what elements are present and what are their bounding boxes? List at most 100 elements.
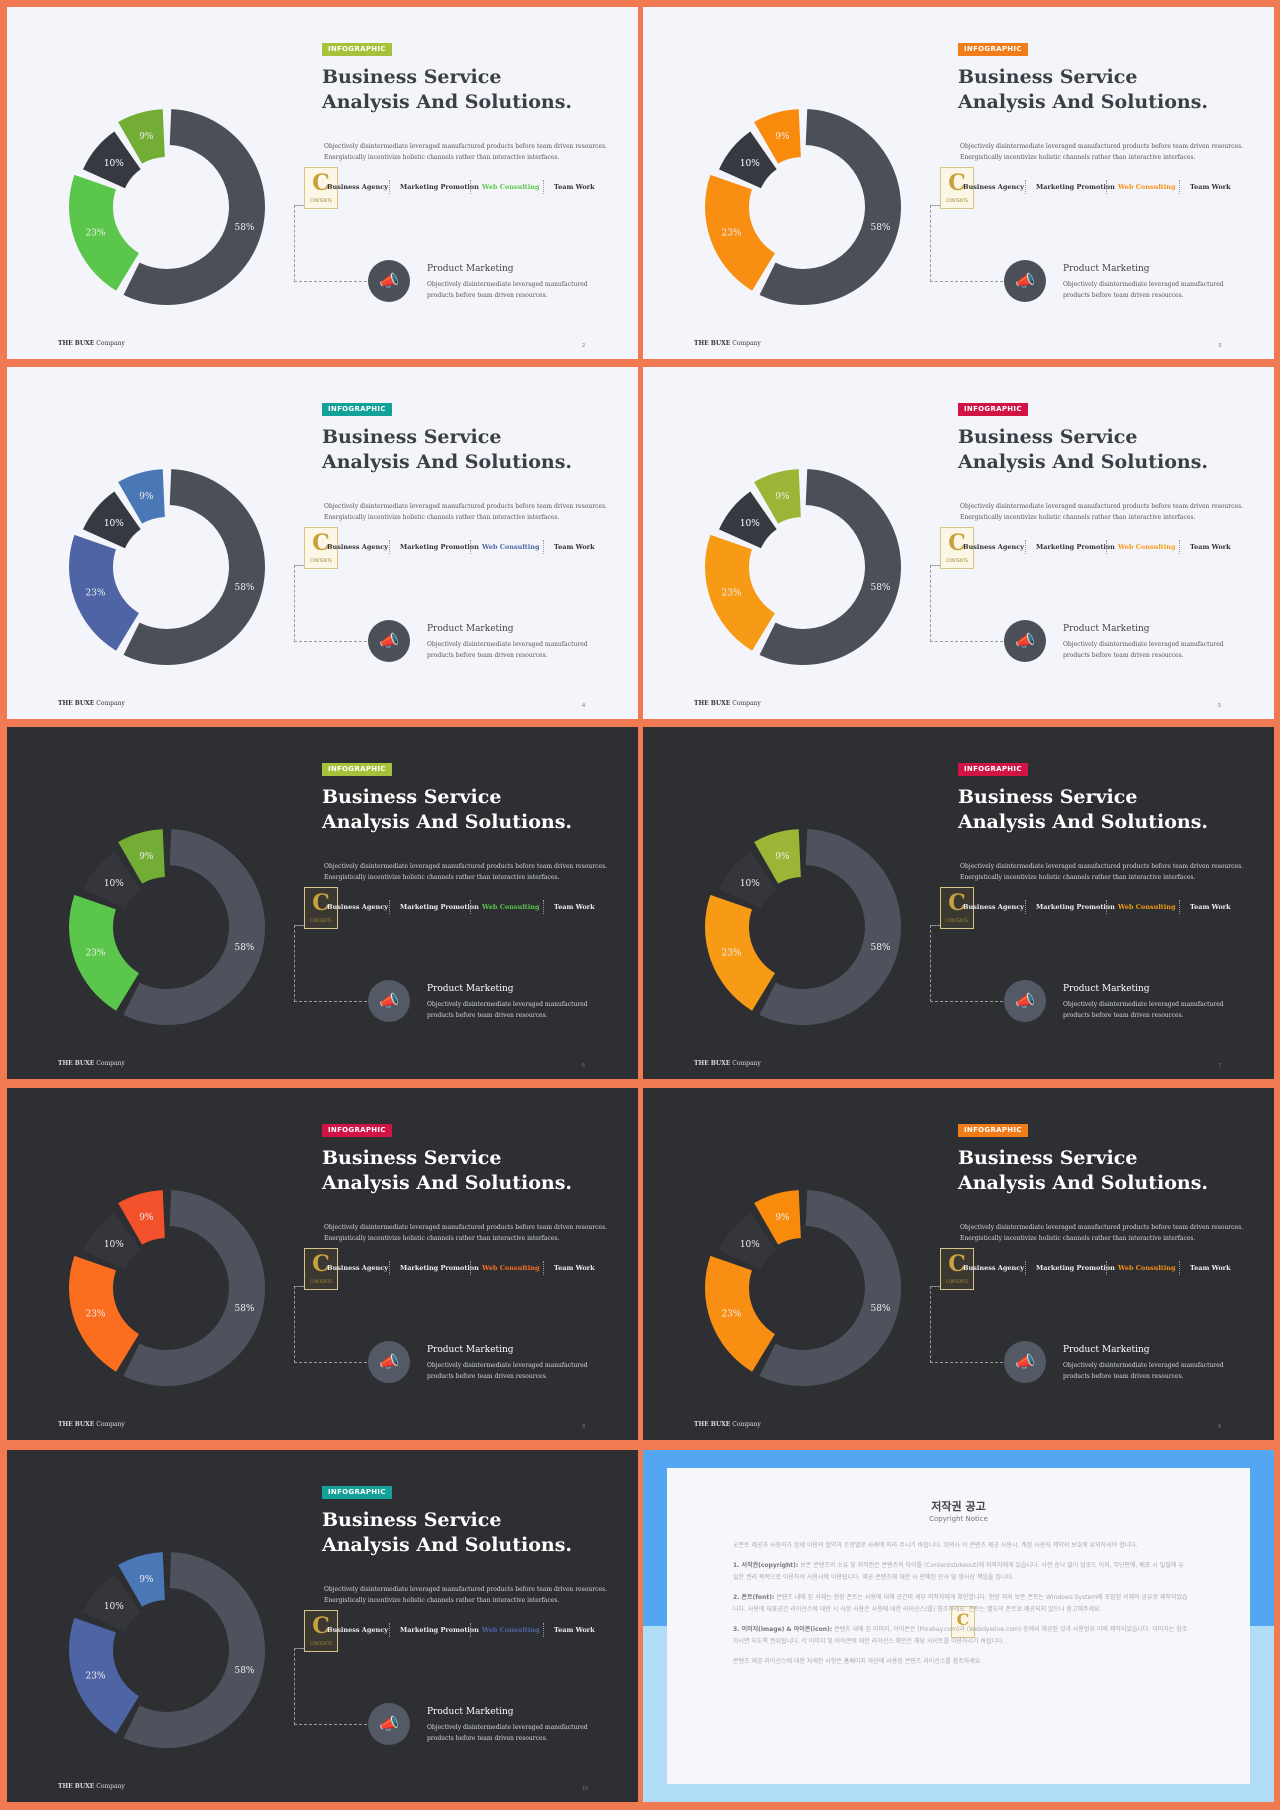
tab-business-agency[interactable]: Business Agency: [963, 1264, 1024, 1272]
desc-line-1: Objectively disintermediate leveraged ma…: [324, 143, 608, 150]
footer-brand-name: THE BUXE: [58, 1060, 95, 1067]
tab-team-work[interactable]: Team Work: [1190, 183, 1231, 191]
donut-chart: 58% 23% 10% 9%: [68, 469, 265, 665]
tab-business-agency[interactable]: Business Agency: [327, 1626, 388, 1634]
slide-description: Objectively disintermediate leveraged ma…: [324, 1584, 624, 1606]
tab-web-consulting[interactable]: Web Consulting: [1118, 903, 1176, 911]
logo-letter: C: [312, 530, 330, 556]
product-marketing-desc: Objectively disintermediate leveraged ma…: [1063, 999, 1233, 1021]
tab-web-consulting[interactable]: Web Consulting: [1118, 543, 1176, 551]
slide-title: Business Service Analysis And Solutions.: [958, 65, 1208, 115]
footer-company: Company: [96, 1421, 125, 1428]
infographic-tag: INFOGRAPHIC: [322, 403, 392, 416]
tab-team-work[interactable]: Team Work: [554, 1264, 595, 1272]
tab-marketing-promotion[interactable]: Marketing Promotion: [400, 903, 479, 911]
slide[interactable]: 58% 23% 10% 9% INFOGRAPHIC Business Service…: [7, 1088, 638, 1440]
footer-brand-name: THE BUXE: [694, 1421, 731, 1428]
connector-line: [930, 565, 1003, 642]
donut-label: 9%: [775, 492, 790, 502]
desc-line-2: Energistically incentivize holistic chan…: [960, 874, 1196, 881]
donut-label: 9%: [139, 1575, 154, 1585]
infographic-tag: INFOGRAPHIC: [322, 763, 392, 776]
tab-web-consulting[interactable]: Web Consulting: [482, 543, 540, 551]
desc-line-1: Objectively disintermediate leveraged ma…: [960, 503, 1244, 510]
tab-marketing-promotion[interactable]: Marketing Promotion: [400, 1264, 479, 1272]
tab-web-consulting[interactable]: Web Consulting: [482, 903, 540, 911]
tab-marketing-promotion[interactable]: Marketing Promotion: [400, 1626, 479, 1634]
slide[interactable]: 58% 23% 10% 9% INFOGRAPHIC Business Service…: [643, 727, 1274, 1079]
slide[interactable]: 58% 23% 10% 9% INFOGRAPHIC Business Service…: [643, 367, 1274, 719]
title-line-2: Analysis And Solutions.: [958, 1172, 1209, 1194]
tab-divider: [470, 1261, 471, 1275]
tab-web-consulting[interactable]: Web Consulting: [1118, 183, 1176, 191]
tab-team-work[interactable]: Team Work: [1190, 903, 1231, 911]
tab-business-agency[interactable]: Business Agency: [327, 1264, 388, 1272]
tab-marketing-promotion[interactable]: Marketing Promotion: [1036, 543, 1115, 551]
footer-brand-name: THE BUXE: [58, 1783, 95, 1790]
connector-stub: [294, 1648, 304, 1649]
footer-company: Company: [96, 700, 125, 707]
slide[interactable]: 58% 23% 10% 9% INFOGRAPHIC Business Service…: [7, 367, 638, 719]
title-line-2: Analysis And Solutions.: [322, 811, 573, 833]
product-marketing-title: Product Marketing: [1063, 1345, 1150, 1355]
slide-description: Objectively disintermediate leveraged ma…: [324, 141, 624, 163]
slide[interactable]: 58% 23% 10% 9% INFOGRAPHIC Business Service…: [7, 7, 638, 359]
title-line-1: Business Service: [958, 786, 1138, 808]
donut-label: 10%: [740, 519, 760, 529]
tab-divider: [1025, 1261, 1026, 1275]
tab-team-work[interactable]: Team Work: [554, 1626, 595, 1634]
tab-web-consulting[interactable]: Web Consulting: [482, 1626, 540, 1634]
donut-label: 10%: [104, 519, 124, 529]
tab-web-consulting[interactable]: Web Consulting: [482, 183, 540, 191]
tab-divider: [389, 900, 390, 914]
donut-label: 58%: [234, 583, 254, 593]
pm-desc-line-2: products before team driven resources.: [427, 1735, 548, 1742]
donut-segment: [68, 534, 139, 651]
tab-business-agency[interactable]: Business Agency: [327, 183, 388, 191]
donut-segment: [123, 1190, 265, 1386]
notice-subtitle: Copyright Notice: [929, 1515, 988, 1523]
donut-label: 23%: [85, 589, 105, 599]
donut-chart: 58% 23% 10% 9%: [705, 1190, 901, 1386]
tab-marketing-promotion[interactable]: Marketing Promotion: [1036, 903, 1115, 911]
donut-label: 10%: [740, 1240, 760, 1250]
page-number: 3: [1218, 343, 1222, 349]
slide[interactable]: 58% 23% 10% 9% INFOGRAPHIC Business Service…: [7, 727, 638, 1079]
tab-marketing-promotion[interactable]: Marketing Promotion: [1036, 183, 1115, 191]
tab-marketing-promotion[interactable]: Marketing Promotion: [1036, 1264, 1115, 1272]
desc-line-2: Energistically incentivize holistic chan…: [324, 514, 560, 521]
notice-logo: C: [951, 1606, 975, 1638]
pm-desc-line-1: Objectively disintermediate leveraged ma…: [1063, 641, 1224, 648]
tab-web-consulting[interactable]: Web Consulting: [482, 1264, 540, 1272]
desc-line-1: Objectively disintermediate leveraged ma…: [324, 863, 608, 870]
title-line-2: Analysis And Solutions.: [322, 1172, 573, 1194]
tab-marketing-promotion[interactable]: Marketing Promotion: [400, 543, 479, 551]
tab-team-work[interactable]: Team Work: [1190, 543, 1231, 551]
slide[interactable]: 58% 23% 10% 9% INFOGRAPHIC Business Service…: [643, 7, 1274, 359]
title-line-1: Business Service: [322, 1147, 502, 1169]
donut-chart: 58% 23% 10% 9%: [68, 109, 265, 305]
tab-business-agency[interactable]: Business Agency: [963, 543, 1024, 551]
slide-title: Business Service Analysis And Solutions.: [958, 425, 1208, 475]
megaphone-icon: 📣: [379, 1352, 399, 1371]
tab-marketing-promotion[interactable]: Marketing Promotion: [400, 183, 479, 191]
pm-desc-line-1: Objectively disintermediate leveraged ma…: [1063, 1001, 1224, 1008]
tab-team-work[interactable]: Team Work: [1190, 1264, 1231, 1272]
tab-team-work[interactable]: Team Work: [554, 183, 595, 191]
tab-business-agency[interactable]: Business Agency: [327, 903, 388, 911]
tab-business-agency[interactable]: Business Agency: [327, 543, 388, 551]
desc-line-2: Energistically incentivize holistic chan…: [960, 514, 1196, 521]
slide-title: Business Service Analysis And Solutions.: [958, 1146, 1208, 1196]
slide[interactable]: 58% 23% 10% 9% INFOGRAPHIC Business Service…: [7, 1450, 638, 1802]
donut-segment: [118, 469, 165, 524]
tab-team-work[interactable]: Team Work: [554, 543, 595, 551]
title-line-1: Business Service: [322, 66, 502, 88]
slide-description: Objectively disintermediate leveraged ma…: [960, 141, 1260, 163]
tab-business-agency[interactable]: Business Agency: [963, 903, 1024, 911]
slide[interactable]: 58% 23% 10% 9% INFOGRAPHIC Business Service…: [643, 1088, 1274, 1440]
tab-business-agency[interactable]: Business Agency: [963, 183, 1024, 191]
tab-web-consulting[interactable]: Web Consulting: [1118, 1264, 1176, 1272]
tab-team-work[interactable]: Team Work: [554, 903, 595, 911]
megaphone-icon: 📣: [379, 631, 399, 650]
notice-p2-head: 2. 폰트(font):: [733, 1594, 775, 1601]
